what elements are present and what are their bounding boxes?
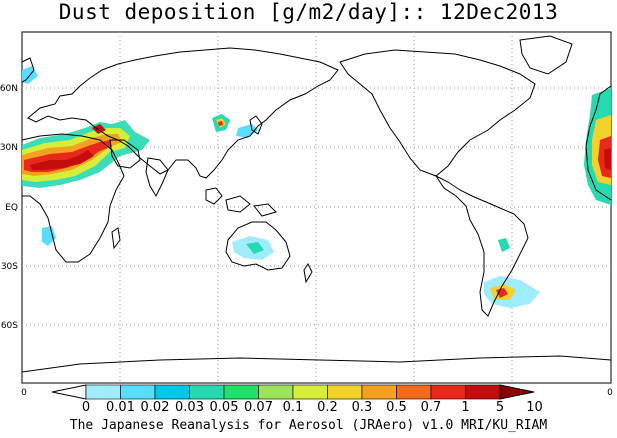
colorbar-label: 0 [82,400,90,415]
colorbar-box [465,384,501,400]
axis-edge-label-right: 0 [607,388,613,398]
colorbar-label: 0.7 [421,400,442,415]
colorbar-arrow-left [51,384,87,400]
lat-label-30s: 30S [1,262,18,272]
colorbar-box [430,384,466,400]
colorbar-box [223,384,259,400]
lat-label-30n: 30N [0,143,18,153]
dust-shading [22,66,611,308]
lat-labels: 60N 30N EQ 30S 60S [0,84,18,331]
colorbar-box [120,384,156,400]
colorbar-label: 10 [526,400,543,415]
lat-label-eq: EQ [5,203,18,213]
colorbar-box [327,384,363,400]
colorbar-label: 0.02 [141,400,170,415]
footer-credit: The Japanese Reanalysis for Aerosol (JRA… [69,418,548,433]
axis-edge-label-left: 0 [21,388,27,398]
lat-label-60s: 60S [1,321,18,331]
colorbar-label: 0.01 [106,400,135,415]
colorbar-label: 0.07 [244,400,273,415]
colorbar-box [154,384,190,400]
colorbar-label: 0.3 [352,400,373,415]
colorbar-label: 1 [461,400,469,415]
colorbar-box [292,384,328,400]
colorbar: 0 0.01 0.02 0.03 0.05 0.07 0.1 0.2 0.3 0.5 0.7 1 5 10 [51,384,543,415]
colorbar-box [396,384,432,400]
map-title: Dust deposition [g/m2/day]:: 12Dec2013 [58,0,559,24]
colorbar-label: 0.5 [386,400,407,415]
colorbar-label: 0.05 [210,400,239,415]
colorbar-label: 5 [496,400,504,415]
colorbar-box [85,384,121,400]
colorbar-arrow-right [499,384,535,400]
coastlines [21,35,612,373]
colorbar-label: 0.1 [283,400,304,415]
colorbar-box [258,384,294,400]
colorbar-box [361,384,397,400]
gridlines [22,32,611,383]
colorbar-label: 0.2 [317,400,338,415]
lat-label-60n: 60N [0,84,18,94]
colorbar-label: 0.03 [175,400,204,415]
colorbar-box [189,384,225,400]
